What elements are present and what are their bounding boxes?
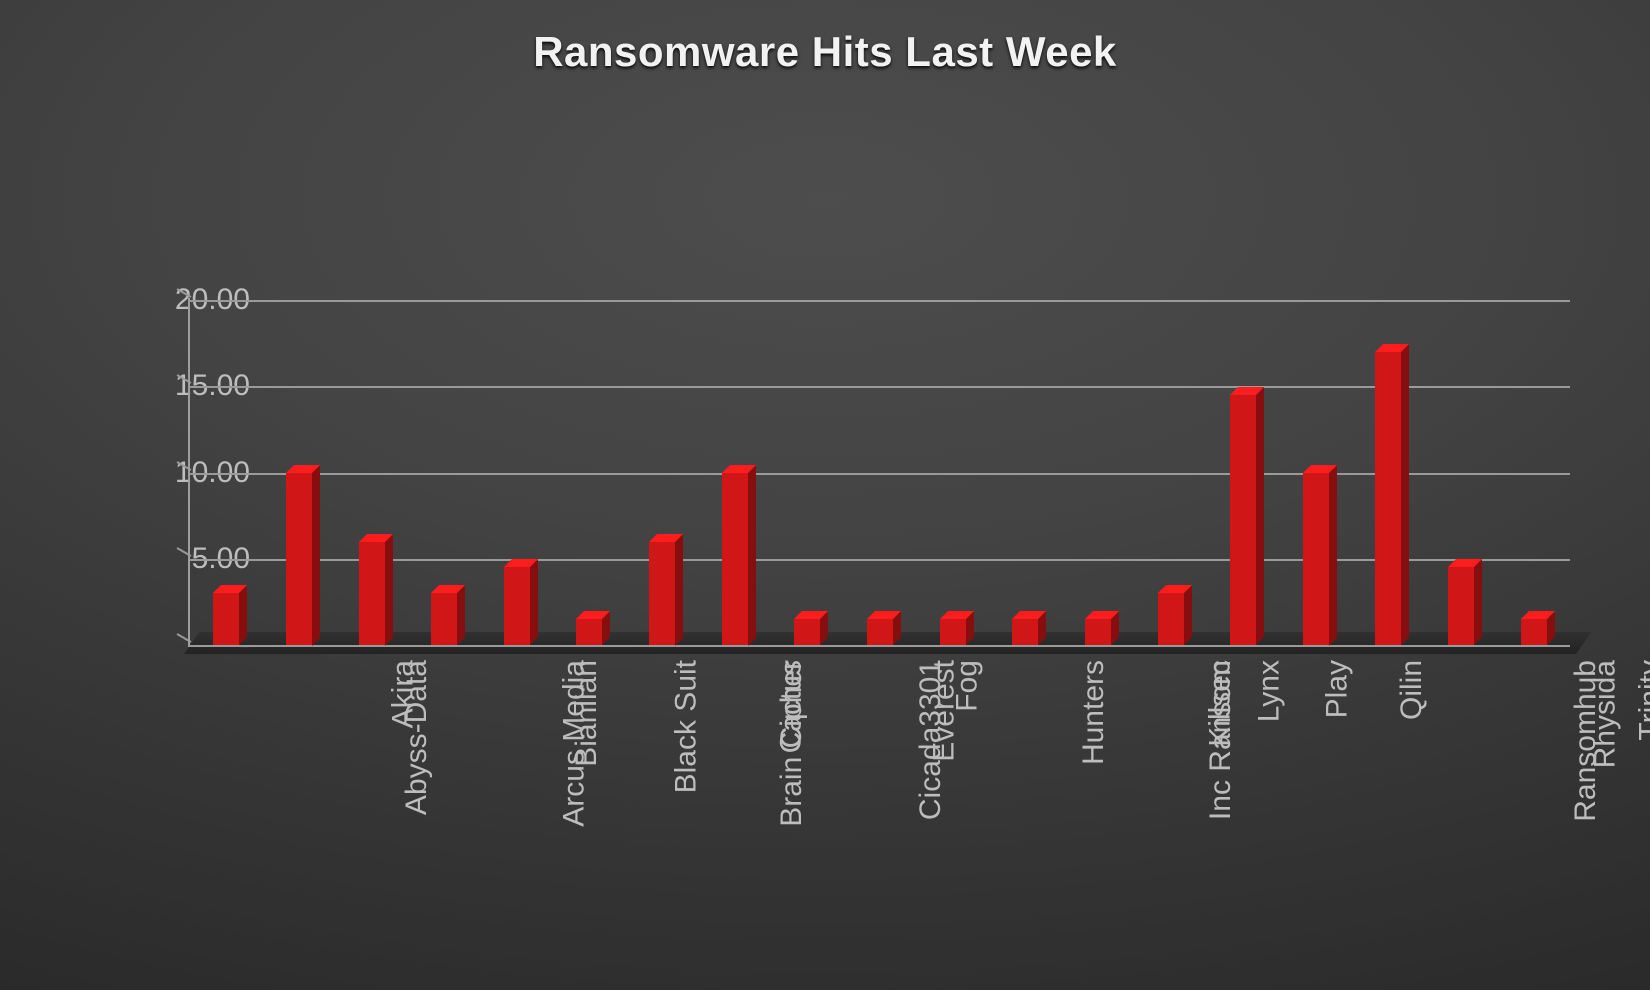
bar-side xyxy=(1329,465,1337,646)
bar xyxy=(431,593,457,645)
bar-front xyxy=(940,619,966,645)
bar xyxy=(1012,619,1038,645)
bar xyxy=(1158,593,1184,645)
x-tick-label: Lynx xyxy=(1252,660,1286,722)
chart-title: Ransomware Hits Last Week xyxy=(0,28,1650,76)
bar-front xyxy=(1448,567,1474,645)
bar-side xyxy=(1184,585,1192,645)
bar-side xyxy=(312,465,320,646)
chart-stage: Ransomware Hits Last Week - 5.00 10.00 1… xyxy=(0,0,1650,990)
bar xyxy=(359,542,385,646)
bar-front xyxy=(576,619,602,645)
bar xyxy=(1521,619,1547,645)
bar xyxy=(940,619,966,645)
bar xyxy=(504,567,530,645)
x-tick-label: Akira xyxy=(386,660,420,728)
bar-front xyxy=(1012,619,1038,645)
bar-front xyxy=(867,619,893,645)
bar xyxy=(867,619,893,645)
bar xyxy=(1303,473,1329,646)
bar-front xyxy=(1375,352,1401,645)
bar xyxy=(576,619,602,645)
plot-area xyxy=(190,300,1570,645)
x-tick-label: Rhysida xyxy=(1588,660,1622,768)
bar-side xyxy=(1256,387,1264,645)
x-tick-label: Black Suit xyxy=(669,660,703,793)
bar-front xyxy=(1230,395,1256,645)
bar-front xyxy=(794,619,820,645)
bar-side xyxy=(1474,559,1482,645)
bar-side xyxy=(385,534,393,646)
bar xyxy=(794,619,820,645)
bar xyxy=(286,473,312,646)
bar-front xyxy=(649,542,675,646)
x-tick-label: Cactus xyxy=(774,660,808,753)
x-tick-label: Killsec xyxy=(1204,660,1238,747)
bar-side xyxy=(1401,344,1409,645)
bar-front xyxy=(1521,619,1547,645)
bar-front xyxy=(213,593,239,645)
bar-side xyxy=(457,585,465,645)
x-axis-labels: Abyss-DataAkiraArcus MediaBianlianBlack … xyxy=(190,660,1570,980)
bar xyxy=(1448,567,1474,645)
bar-front xyxy=(1303,473,1329,646)
bar xyxy=(1085,619,1111,645)
bar-side xyxy=(239,585,247,645)
x-tick-label: Trinity xyxy=(1633,660,1650,741)
bar xyxy=(1230,395,1256,645)
x-tick-label: Play xyxy=(1321,660,1355,718)
x-tick-label: Hunters xyxy=(1077,660,1111,765)
bar-side xyxy=(748,465,756,646)
x-tick-label: Fog xyxy=(951,660,985,712)
bar-front xyxy=(1158,593,1184,645)
bars-container xyxy=(190,300,1570,645)
bar xyxy=(213,593,239,645)
bar-side xyxy=(530,559,538,645)
bar-side xyxy=(675,534,683,646)
bar-front xyxy=(431,593,457,645)
bar xyxy=(722,473,748,646)
bar-front xyxy=(359,542,385,646)
bar-front xyxy=(722,473,748,646)
bar-front xyxy=(286,473,312,646)
x-tick-label: Qilin xyxy=(1395,660,1429,720)
gridline xyxy=(190,645,1570,647)
bar xyxy=(1375,352,1401,645)
bar xyxy=(649,542,675,646)
x-tick-label: Bianlian xyxy=(570,660,604,767)
bar-front xyxy=(1085,619,1111,645)
bar-front xyxy=(504,567,530,645)
